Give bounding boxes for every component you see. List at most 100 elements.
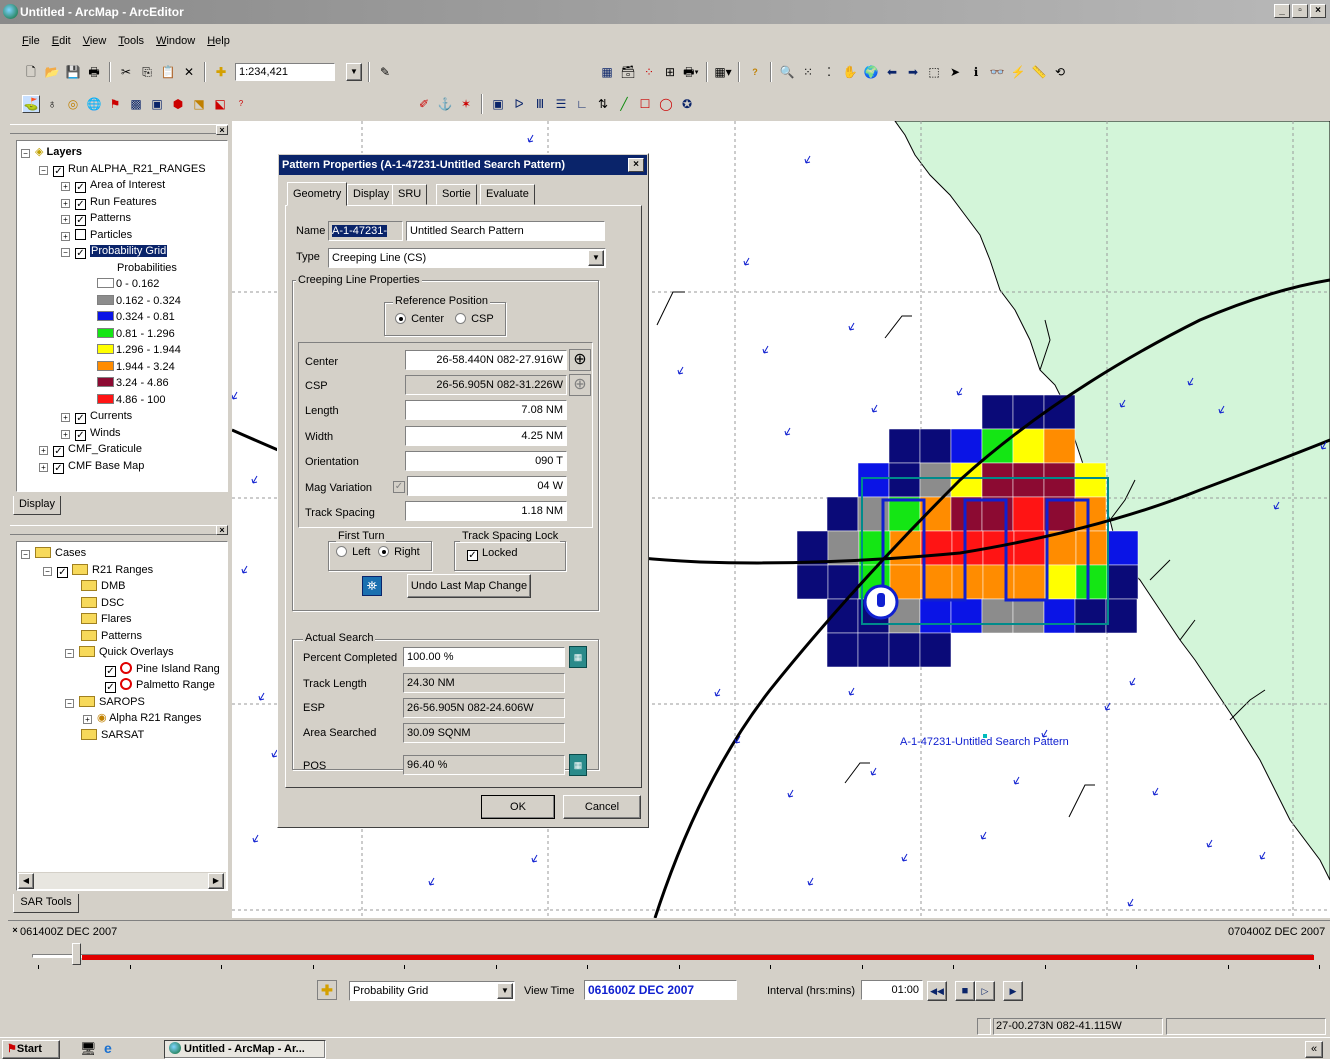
cases-sarsat[interactable]: SARSAT [21,727,227,744]
sar-tool-8-icon[interactable]: ? [238,99,244,108]
scroll-right-button[interactable]: ▶ [208,873,224,889]
toc-layer-area-of-interest[interactable]: + ✓ Area of Interest [21,177,227,194]
undo-last-map-change-button[interactable]: Undo Last Map Change [407,574,531,598]
new-document-icon[interactable]: 🗋 [26,65,36,79]
dialog-close-button[interactable]: × [628,158,644,172]
paste-icon[interactable]: 📋 [160,65,176,79]
draw-tool-3-icon[interactable]: ✶ [460,97,472,111]
sar-tool-5-icon[interactable]: ⬢ [172,97,184,111]
type-dropdown-button[interactable]: ▼ [588,250,604,266]
identify-icon[interactable]: ℹ [973,65,979,79]
draw-tool-2-icon[interactable]: ⚓ [437,97,453,111]
sar-tool-1-icon[interactable]: ♁ [47,97,57,111]
select-features-icon[interactable]: ⬚ [928,65,940,79]
map-canvas[interactable]: A-1-47231-Untitled Search Pattern [232,121,1330,918]
draw-tool-8-icon[interactable]: ∟ [576,97,588,111]
pattern-map-label[interactable]: A-1-47231-Untitled Search Pattern [900,736,1069,748]
map-refresh-icon[interactable]: ⛯ [362,576,382,596]
toc-run[interactable]: − ✓ Run ALPHA_R21_RANGES [21,161,227,178]
percent-completed-input[interactable]: 100.00 % [403,647,565,667]
cases-alpha[interactable]: + ◉ Alpha R21 Ranges [21,710,227,727]
layout-icon[interactable]: ⊞ [664,65,676,79]
toc-layer-run-features[interactable]: + ✓ Run Features [21,194,227,211]
sar-flag-icon[interactable]: ⚑ [109,97,121,111]
catalog-icon[interactable]: 🗃 [620,65,636,79]
add-layer-icon[interactable]: ✚ [317,980,337,1000]
first-turn-left-option[interactable]: Left [336,546,370,558]
draw-tool-10-icon[interactable]: ✪ [681,97,693,111]
view-time-input[interactable]: 061600Z DEC 2007 [584,980,737,1000]
sar-globe-icon[interactable]: 🌐 [86,97,102,111]
toc-layer-patterns[interactable]: + ✓ Patterns [21,210,227,227]
name-input[interactable]: Untitled Search Pattern [406,221,605,241]
track-spacing-input[interactable]: 1.18 NM [405,501,567,521]
map-scale-input[interactable]: 1:234,421 [235,63,335,81]
refresh-icon[interactable]: ⟲ [1054,65,1066,79]
locked-checkbox[interactable]: ✓ Locked [467,547,518,561]
tab-sar-tools[interactable]: SAR Tools [13,894,79,913]
cases-pine-island[interactable]: ✓ Pine Island Rang [105,661,220,677]
draw-tool-9-icon[interactable]: ⇅ [597,97,609,111]
print-icon[interactable]: 🖶 [88,65,100,79]
start-button[interactable]: ⚑Start [2,1040,60,1059]
toc-layer-particles[interactable]: + Particles [21,227,227,244]
draw-tool-5-icon[interactable]: ᐅ [514,97,524,111]
arctoolbox-icon[interactable]: ▦ [601,65,613,79]
measure-icon[interactable]: 📏 [1031,65,1047,79]
sar-select-icon[interactable]: ⛳ [22,95,40,113]
crosshair-icon[interactable]: ⊕ [569,349,591,371]
stop-button[interactable]: ■ [955,981,975,1001]
sar-tool-7-icon[interactable]: ⬕ [214,97,226,111]
width-input[interactable]: 4.25 NM [405,426,567,446]
cancel-button[interactable]: Cancel [563,795,641,819]
cases-r21[interactable]: − ✓ R21 Ranges [21,562,227,579]
draw-rectangle-icon[interactable]: ☐ [639,97,651,111]
map-scale-dropdown[interactable]: ▼ [346,63,362,81]
hyperlink-icon[interactable]: ⚡ [1010,65,1026,79]
cases-quick-overlays[interactable]: − Quick Overlays [21,644,227,661]
tab-geometry[interactable]: Geometry [287,182,348,206]
cases-close-icon[interactable]: × [216,525,228,535]
first-turn-right-option[interactable]: Right [378,546,420,558]
orientation-input[interactable]: 090 T [405,451,567,471]
back-arrow-icon[interactable]: ⬅ [886,65,898,79]
minimize-button[interactable]: _ [1274,4,1290,18]
grid-icon[interactable]: ▦▾ [714,65,732,79]
rewind-button[interactable]: ◀◀ [927,981,947,1001]
ref-center-option[interactable]: Center [395,313,444,325]
draw-tool-4-icon[interactable]: ▣ [492,97,504,111]
draw-tool-7-icon[interactable]: ☰ [555,97,567,111]
zoom-in-icon[interactable]: 🔍 [779,65,795,79]
taskbar-arcmap-button[interactable]: Untitled - ArcMap - Ar... [164,1040,326,1059]
fixed-zoom-in-icon[interactable]: ⁙ [802,65,814,79]
sar-tool-4-icon[interactable]: ▣ [151,97,163,111]
maximize-button[interactable]: ▫ [1292,4,1308,18]
add-data-icon[interactable]: ✚ [215,65,227,79]
tab-evaluate[interactable]: Evaluate [480,184,535,205]
menu-view[interactable]: View [82,35,107,47]
timeline-slider-thumb[interactable] [71,943,81,965]
mag-variation-checkbox[interactable]: ✓ [393,481,405,493]
print-preview-icon[interactable]: 🖶▾ [683,65,699,79]
step-forward-button[interactable]: ▶ [1003,981,1023,1001]
cases-folder-dsc[interactable]: DSC [21,595,227,612]
play-button[interactable]: ▷ [975,981,995,1001]
toc-close-icon[interactable]: × [216,125,228,135]
cases-palmetto[interactable]: ✓ Palmetto Range [105,678,215,693]
pos-calculator-icon[interactable]: ▦ [569,754,587,776]
close-button[interactable]: × [1310,4,1326,18]
tab-display[interactable]: Display [13,496,61,515]
cmf-help-icon[interactable]: ? [752,66,758,77]
menu-file[interactable]: File [22,35,40,47]
toc-layer-winds[interactable]: + ✓ Winds [21,425,227,442]
draw-tool-6-icon[interactable]: Ⅲ [535,97,545,111]
quicklaunch-desktop-icon[interactable]: 🖥 [80,1041,97,1056]
toc-cmf-basemap[interactable]: + ✓ CMF Base Map [21,458,227,475]
cases-folder-flares[interactable]: Flares [21,611,227,628]
timeline-layer-select[interactable]: Probability Grid [349,981,515,1001]
fixed-zoom-out-icon[interactable]: ⁚ [827,65,831,79]
timeline-layer-dropdown[interactable]: ▼ [497,983,513,999]
cases-hscrollbar[interactable]: ◀ ▶ [18,872,226,889]
save-icon[interactable]: 💾 [65,65,81,79]
open-folder-icon[interactable]: 📂 [44,65,60,79]
